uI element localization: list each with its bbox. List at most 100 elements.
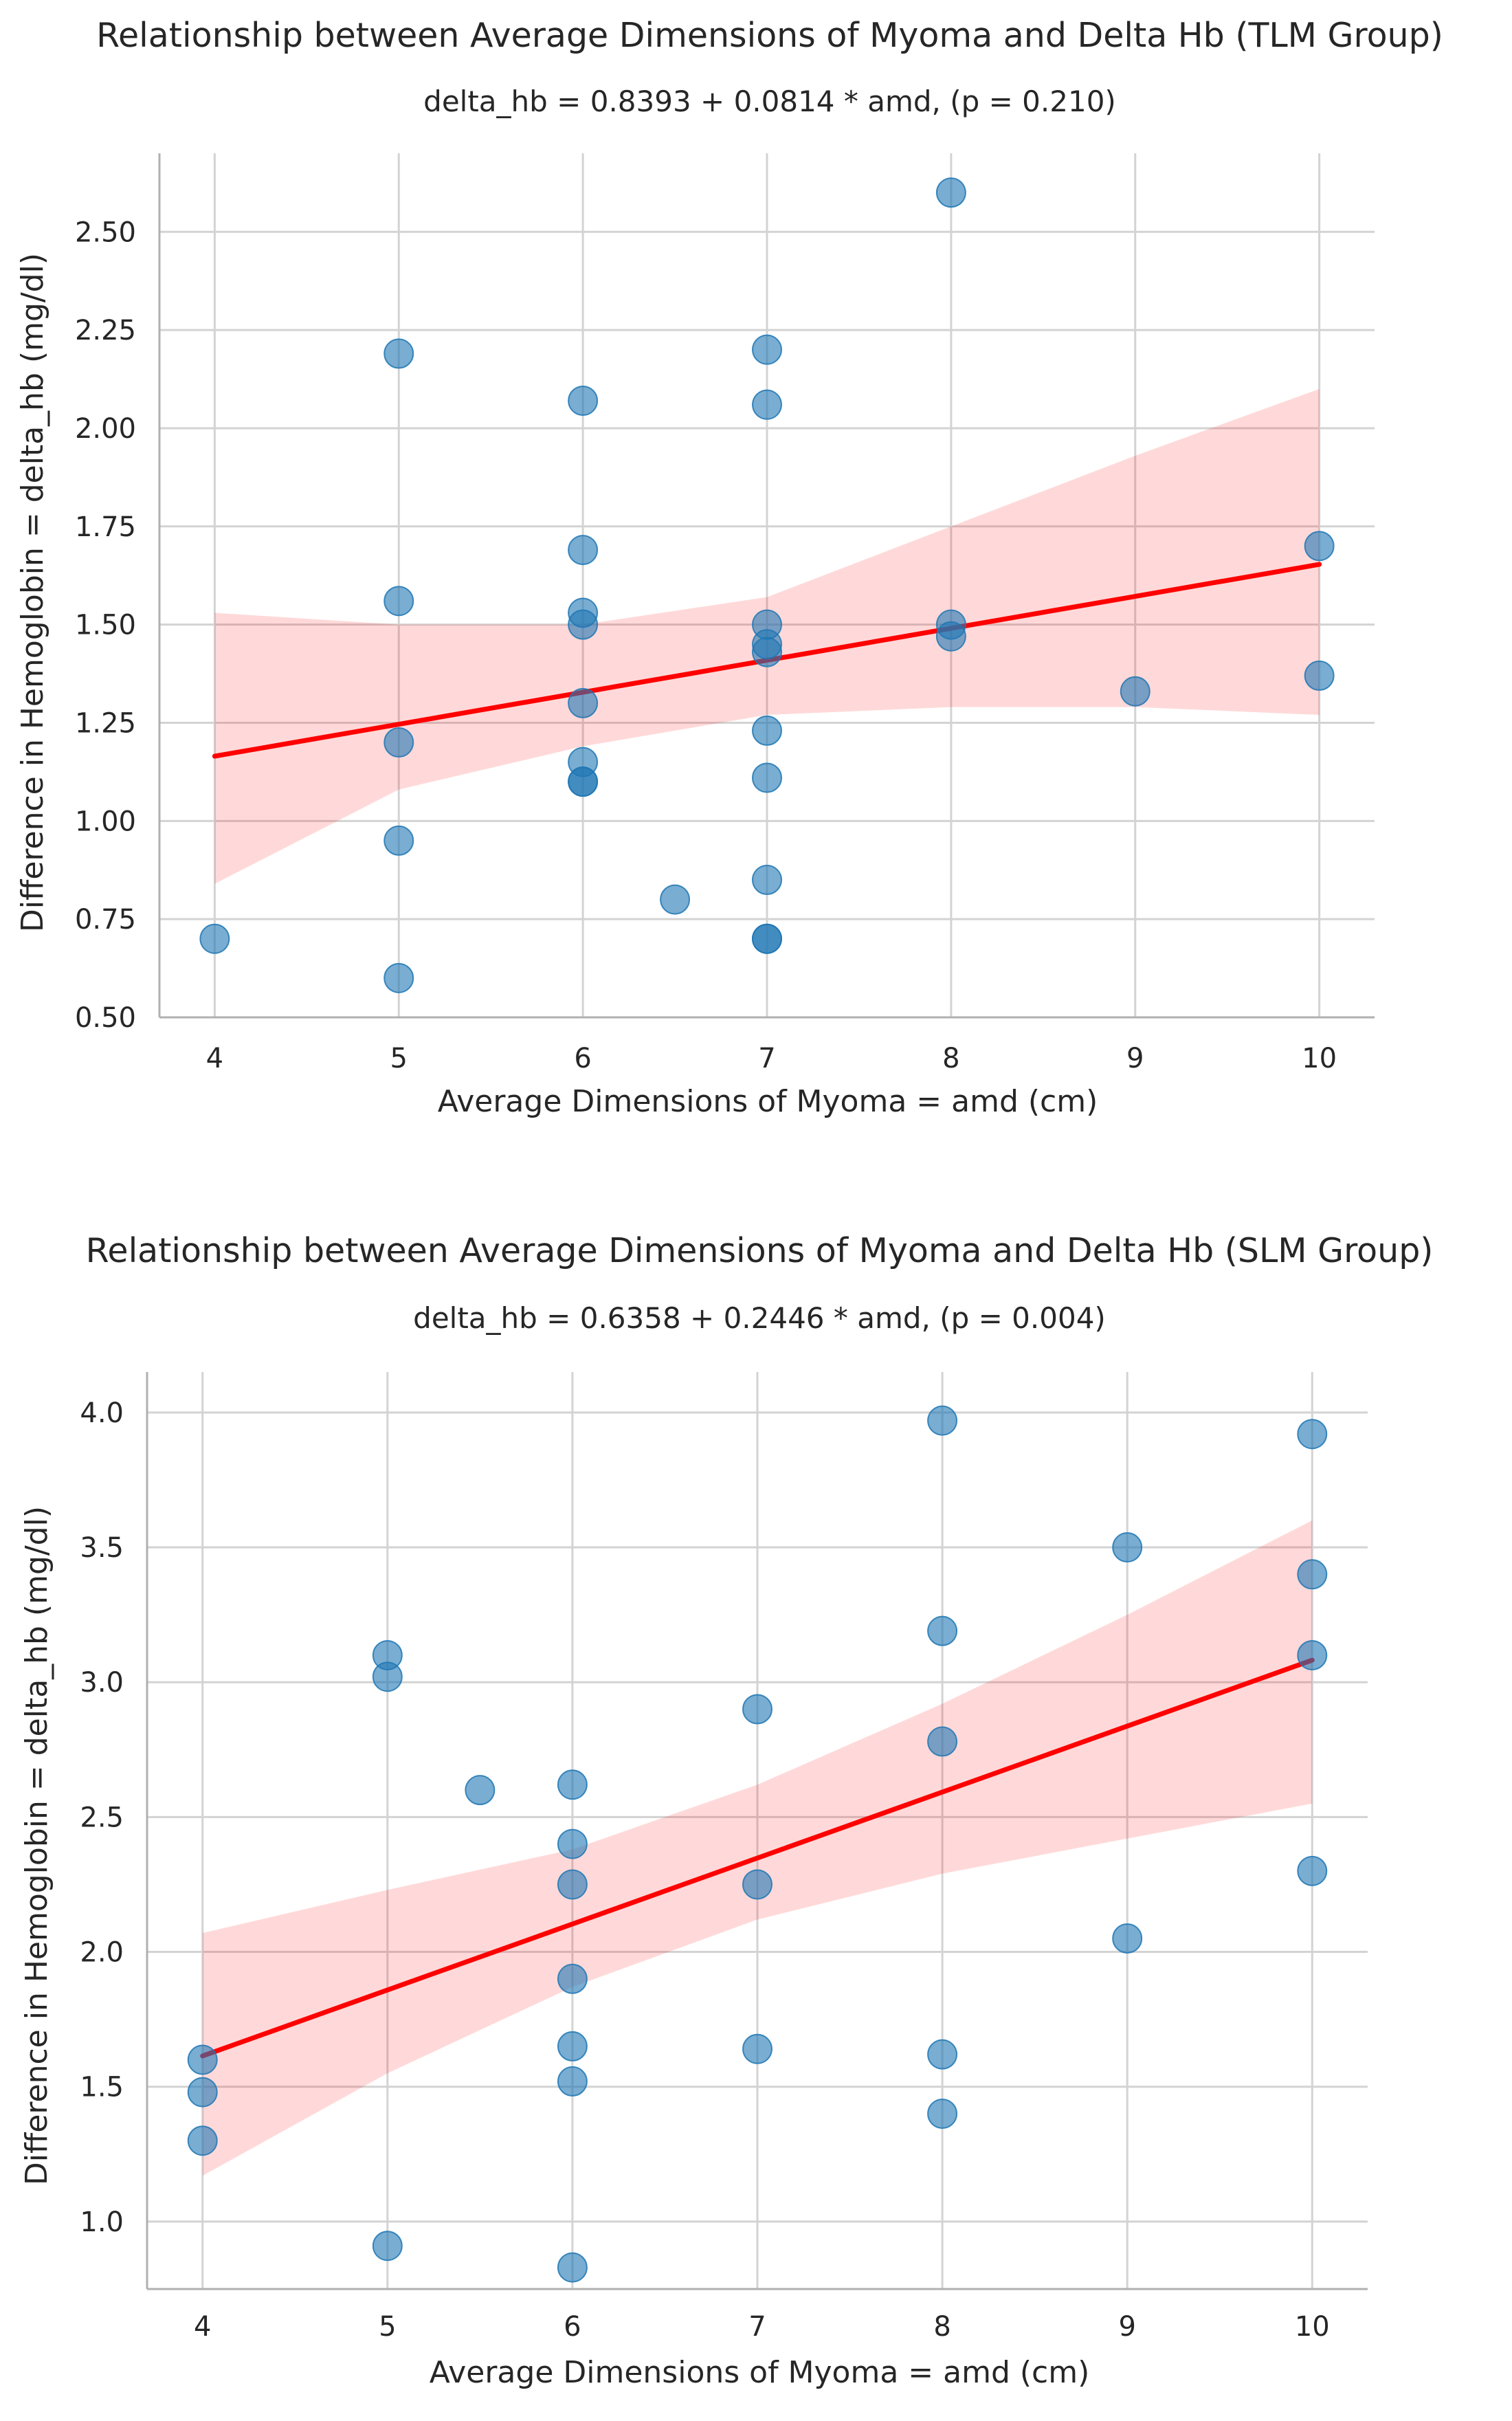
slm-chart-title: Relationship between Average Dimensions … [86,1231,1434,1270]
tlm-y-tick-label-1: 0.75 [75,904,136,936]
tlm-data-point-13 [568,766,599,797]
slm-data-point-13 [557,1769,588,1800]
tlm-data-point-17 [752,865,782,896]
slm-data-point-9 [557,2031,588,2061]
slm-y-tick-label-3: 2.5 [80,1802,124,1833]
tlm-axes [158,153,1375,1019]
tlm-chart: Relationship between Average Dimensions … [15,16,1443,1119]
slm-x-tick-label-2: 6 [564,2311,581,2343]
slm-x-tick-label-6: 10 [1295,2311,1330,2343]
tlm-x-tick-label-1: 5 [390,1043,408,1074]
slm-data-point-7 [557,2252,588,2283]
slm-data-point-8 [557,2066,588,2097]
slm-chart: Relationship between Average Dimensions … [19,1231,1433,2390]
slm-data-points [187,1405,1328,2283]
slm-data-point-20 [927,1615,958,1646]
tlm-data-point-22 [752,609,782,640]
tlm-data-points [199,177,1335,993]
slm-data-point-16 [742,1694,772,1725]
slm-data-point-6 [465,1775,496,1806]
tlm-data-point-0 [199,923,230,954]
tlm-x-tick-label-4: 8 [942,1043,959,1074]
tlm-data-point-29 [1304,660,1335,691]
tlm-x-tick-labels: 4 5 6 7 8 9 10 [206,1043,1337,1074]
tlm-x-tick-label-0: 4 [206,1043,223,1074]
slm-x-tick-label-5: 9 [1118,2311,1135,2343]
tlm-y-tick-label-0: 0.50 [75,1002,136,1034]
slm-x-tick-label-1: 5 [379,2311,396,2343]
tlm-data-point-14 [660,884,691,915]
tlm-data-point-3 [383,727,414,758]
tlm-data-point-19 [752,715,782,746]
slm-data-point-25 [1297,1639,1328,1670]
slm-data-point-12 [557,1828,588,1859]
slm-axes [146,1372,1368,2290]
tlm-x-tick-label-5: 9 [1126,1043,1144,1074]
slm-data-point-2 [187,2044,218,2075]
slm-data-point-5 [372,1639,403,1670]
slm-data-point-10 [557,1963,588,1994]
slm-data-point-17 [927,2098,958,2129]
slm-x-axis-label: Average Dimensions of Myoma = amd (cm) [430,2355,1090,2390]
tlm-x-axis-label: Average Dimensions of Myoma = amd (cm) [438,1084,1098,1119]
slm-y-tick-labels: 1.0 1.5 2.0 2.5 3.0 3.5 4.0 [80,1397,124,2238]
tlm-y-tick-label-6: 2.00 [75,413,136,445]
slm-data-point-26 [1297,1559,1328,1590]
slm-data-point-18 [927,2039,958,2070]
tlm-data-point-18 [752,762,782,793]
tlm-data-point-16 [752,923,782,954]
tlm-data-point-27 [935,177,966,208]
tlm-data-point-2 [383,825,414,856]
tlm-data-point-11 [568,535,599,566]
slm-data-point-11 [557,1869,588,1900]
tlm-y-axis-label: Difference in Hemoglobin = delta_hb (mg/… [15,253,50,932]
slm-data-point-3 [372,2231,403,2262]
tlm-data-point-28 [1120,676,1150,707]
tlm-x-tick-label-2: 6 [574,1043,591,1074]
slm-data-point-23 [1112,1532,1143,1563]
tlm-x-tick-label-6: 10 [1302,1043,1337,1074]
tlm-data-point-23 [752,389,782,420]
slm-x-tick-label-0: 4 [194,2311,211,2343]
slm-data-point-15 [742,1869,772,1900]
tlm-data-point-10 [568,597,599,628]
tlm-data-point-5 [383,338,414,369]
tlm-y-tick-labels: 0.50 0.75 1.00 1.25 1.50 1.75 2.00 2.25 2.50 [75,217,136,1034]
slm-y-tick-label-4: 3.0 [80,1667,124,1699]
slm-data-point-19 [927,1726,958,1757]
slm-data-point-24 [1297,1855,1328,1886]
slm-confidence-band [202,1520,1313,2176]
slm-data-point-1 [187,2077,218,2108]
tlm-data-point-1 [383,962,414,993]
slm-x-tick-label-3: 7 [748,2311,766,2343]
tlm-chart-subtitle: delta_hb = 0.8393 + 0.0814 * amd, (p = 0… [423,85,1116,118]
tlm-y-tick-label-7: 2.25 [75,315,136,346]
tlm-grid [159,153,1375,1019]
slm-regression-line [200,1657,1315,2059]
tlm-y-tick-label-8: 2.50 [75,217,136,248]
tlm-y-tick-label-5: 1.75 [75,511,136,543]
slm-data-point-22 [1112,1923,1143,1954]
tlm-y-tick-label-4: 1.50 [75,610,136,641]
tlm-x-tick-label-3: 7 [758,1043,775,1074]
slm-grid [147,1372,1368,2289]
slm-y-tick-label-6: 4.0 [80,1397,124,1429]
slm-chart-subtitle: delta_hb = 0.6358 + 0.2446 * amd, (p = 0… [413,1301,1106,1335]
slm-y-tick-label-2: 2.0 [80,1937,124,1969]
slm-x-tick-labels: 4 5 6 7 8 9 10 [194,2311,1330,2343]
tlm-data-point-30 [1304,531,1335,562]
slm-data-point-0 [187,2125,218,2156]
slm-data-point-14 [742,2033,772,2064]
tlm-data-point-24 [752,334,782,365]
slm-y-tick-label-0: 1.0 [80,2207,124,2238]
tlm-data-point-4 [383,586,414,617]
tlm-chart-title: Relationship between Average Dimensions … [96,16,1443,55]
slm-y-tick-label-1: 1.5 [80,2072,124,2103]
slm-x-tick-label-4: 8 [933,2311,950,2343]
slm-data-point-27 [1297,1419,1328,1450]
tlm-data-point-26 [935,609,966,640]
slm-y-axis-label: Difference in Hemoglobin = delta_hb (mg/… [19,1506,54,2185]
slm-data-point-21 [927,1405,958,1436]
tlm-data-point-12 [568,385,599,416]
